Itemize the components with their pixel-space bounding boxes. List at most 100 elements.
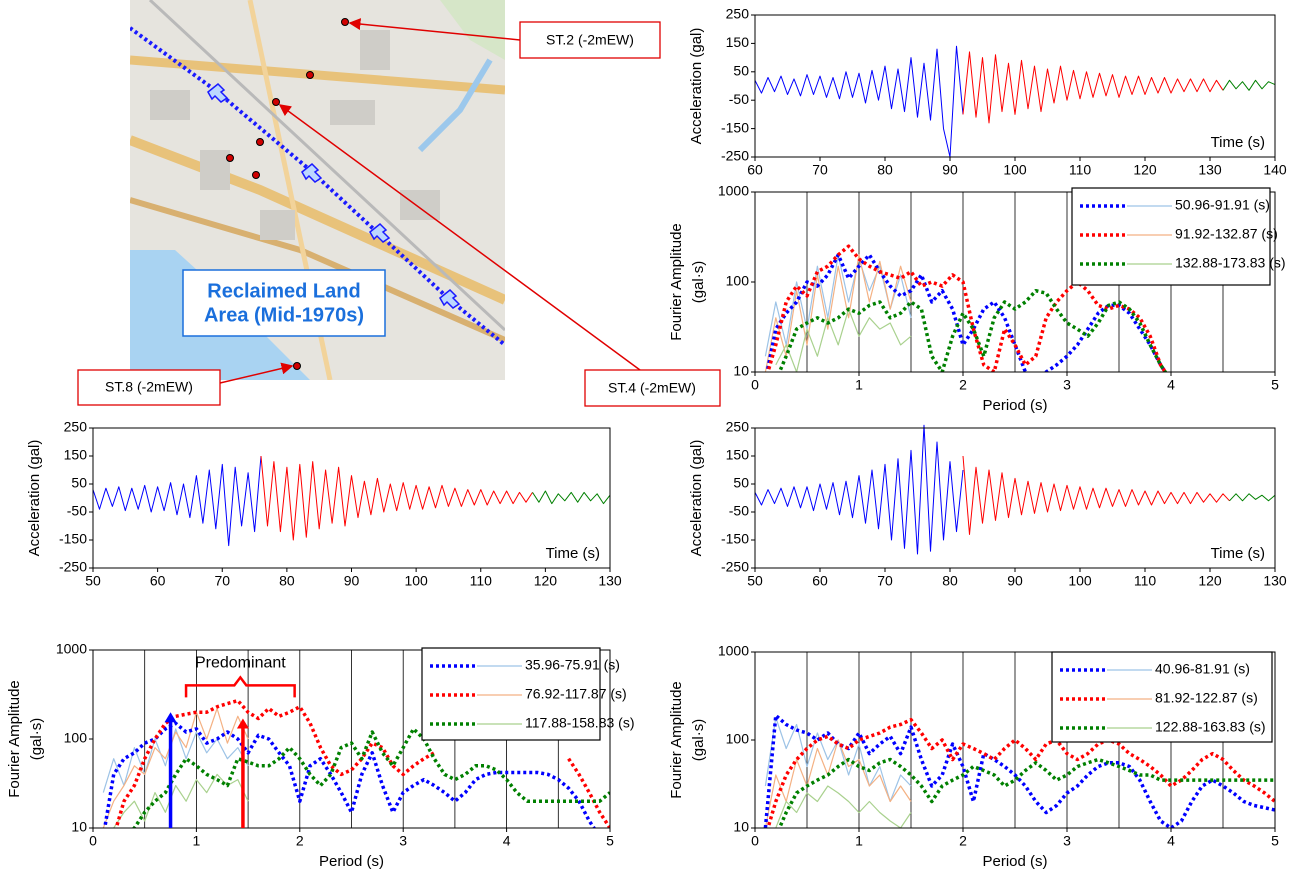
time-history [261,456,533,540]
x-tick-label: 60 [747,162,763,178]
x-tick-label: 1 [855,377,863,393]
area-label: Reclaimed Land [207,280,360,302]
x-axis-label: Time (s) [546,545,600,562]
y-axis-label: (gal·s) [28,718,45,761]
legend-label: 132.88-173.83 (s) [1175,255,1286,271]
plot-area [755,46,1275,157]
area-label: Area (Mid-1970s) [204,304,364,326]
legend-label: 76.92-117.87 (s) [525,686,627,702]
y-tick-label: -150 [721,119,749,135]
plot-area [93,456,610,546]
time-history [1223,80,1275,90]
y-axis-label: Acceleration (gal) [688,28,705,145]
x-axis-label: Period (s) [319,853,384,870]
x-tick-label: 60 [150,573,166,589]
x-tick-label: 5 [606,833,614,849]
y-tick-label: 100 [726,731,750,747]
y-tick-label: -250 [721,148,749,164]
x-tick-label: 4 [1167,833,1175,849]
y-tick-label: 150 [726,34,750,50]
plot-area [755,425,1275,554]
y-tick-label: 10 [71,819,87,835]
y-tick-label: 250 [726,6,750,22]
y-tick-label: -150 [721,531,749,547]
x-tick-label: 120 [534,573,558,589]
x-tick-label: 1 [193,833,201,849]
station-label: ST.2 (-2mEW) [546,32,634,48]
legend-label: 91.92-132.87 (s) [1175,226,1278,242]
y-axis-label: Fourier Amplitude [668,681,685,799]
x-tick-label: 100 [404,573,428,589]
y-tick-label: -50 [729,91,749,107]
x-tick-label: 90 [1007,573,1023,589]
x-tick-label: 5 [1271,377,1279,393]
x-tick-label: 50 [85,573,101,589]
station-label: ST.8 (-2mEW) [105,379,193,395]
x-tick-label: 110 [1134,573,1157,589]
smoothed-spectrum [776,760,1275,837]
y-tick-label: 250 [726,419,750,435]
x-tick-label: 60 [812,573,828,589]
y-axis-label: Fourier Amplitude [668,223,685,341]
x-tick-label: 130 [1263,573,1287,589]
arrow-head [237,718,249,728]
y-tick-label: 100 [64,730,88,746]
time-history [755,46,963,157]
x-tick-label: 2 [959,833,967,849]
x-tick-label: 90 [942,162,958,178]
y-axis-label: Acceleration (gal) [26,440,43,557]
raw-spectrum [114,774,248,828]
y-tick-label: -250 [721,559,749,575]
x-tick-label: 3 [1063,833,1071,849]
y-tick-label: 150 [726,447,750,463]
x-tick-label: 0 [751,377,759,393]
y-tick-label: 50 [733,475,749,491]
y-tick-label: 1000 [56,641,87,657]
y-axis-label: (gal·s) [690,719,707,762]
y-tick-label: 250 [64,419,88,435]
time-history [93,456,261,546]
x-tick-label: 4 [503,833,511,849]
x-tick-label: 80 [942,573,958,589]
legend-label: 35.96-75.91 (s) [525,657,620,673]
x-tick-label: 120 [1198,573,1222,589]
x-tick-label: 110 [470,573,493,589]
x-tick-label: 130 [1198,162,1222,178]
x-tick-label: 120 [1133,162,1157,178]
x-axis-label: Period (s) [982,853,1047,870]
raw-spectrum [103,709,248,829]
x-tick-label: 0 [751,833,759,849]
y-tick-label: 100 [726,273,750,289]
plot-frame [755,15,1275,157]
x-tick-label: 80 [279,573,295,589]
x-axis-label: Period (s) [982,397,1047,414]
y-tick-label: 150 [64,447,88,463]
x-tick-label: 5 [1271,833,1279,849]
x-tick-label: 100 [1068,573,1092,589]
time-history [533,491,611,504]
time-history [963,52,1223,123]
x-tick-label: 2 [296,833,304,849]
y-tick-label: 1000 [718,643,749,659]
y-axis-label: Fourier Amplitude [6,680,23,798]
legend-label: 117.88-158.83 (s) [525,715,634,731]
legend-label: 81.92-122.87 (s) [1155,690,1258,706]
station-label: ST.4 (-2mEW) [608,380,696,396]
x-tick-label: 80 [877,162,893,178]
annotation: Predominant [195,655,286,672]
y-tick-label: 10 [733,363,749,379]
y-tick-label: 10 [733,819,749,835]
x-tick-label: 70 [214,573,230,589]
x-tick-label: 90 [344,573,360,589]
bracket [186,677,295,697]
legend: 40.96-81.91 (s)81.92-122.87 (s)122.88-16… [1052,652,1272,742]
x-tick-label: 0 [89,833,97,849]
y-tick-label: 50 [71,475,87,491]
y-axis-label: (gal·s) [690,261,707,304]
y-tick-label: -50 [67,503,87,519]
